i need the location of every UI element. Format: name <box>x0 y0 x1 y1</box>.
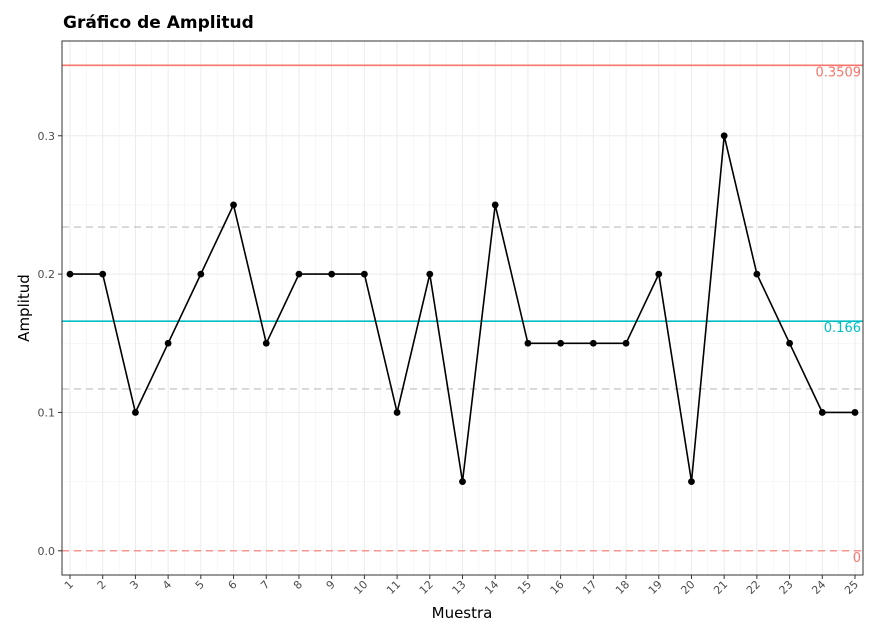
data-point <box>753 270 761 278</box>
x-tick-label: 12 <box>417 578 436 597</box>
x-tick-label: 3 <box>127 578 141 592</box>
data-point <box>491 201 499 209</box>
x-tick-label: 16 <box>548 578 567 597</box>
x-tick-label: 6 <box>226 578 240 592</box>
x-tick-label: 9 <box>324 578 338 592</box>
data-point <box>66 270 74 278</box>
data-point <box>786 339 793 347</box>
x-axis: 1 2 3 4 5 6 7 8 9 10 11 12 13 14 15 16 17 18 19 20 21 22 23 24 2… <box>62 575 861 597</box>
reference-line-label: 0.3509 <box>816 65 862 80</box>
y-tick-label: 0.1 <box>38 406 56 419</box>
data-point <box>655 270 663 278</box>
x-tick-label: 15 <box>515 578 534 597</box>
x-tick-label: 17 <box>580 578 599 597</box>
x-tick-label: 7 <box>258 578 272 592</box>
data-points <box>66 132 859 486</box>
data-point <box>164 339 172 347</box>
data-point <box>328 270 336 278</box>
y-axis-title: Amplitud <box>15 274 33 342</box>
x-tick-label: 11 <box>384 578 403 597</box>
reference-line-label: 0.166 <box>824 321 861 336</box>
data-point <box>360 270 368 278</box>
data-point <box>426 270 434 278</box>
data-point <box>589 339 597 347</box>
grid <box>62 41 863 575</box>
data-point <box>132 409 139 416</box>
x-tick-label: 25 <box>842 578 861 597</box>
x-tick-label: 8 <box>291 578 305 592</box>
chart-title: Gráfico de Amplitud <box>63 13 254 33</box>
y-axis: 0.0 0.1 0.2 0.3 <box>38 130 62 558</box>
data-point <box>295 270 303 278</box>
x-tick-label: 1 <box>62 578 76 592</box>
y-tick-label: 0.3 <box>38 130 56 143</box>
x-axis-title: Muestra <box>432 604 493 622</box>
reference-lines: 0.3509 0.166 0 <box>62 64 863 566</box>
x-tick-label: 2 <box>95 578 109 592</box>
x-tick-label: 22 <box>744 578 763 597</box>
data-point <box>99 270 107 278</box>
x-tick-label: 4 <box>160 578 174 592</box>
x-tick-label: 18 <box>613 578 632 597</box>
x-tick-label: 19 <box>646 578 665 597</box>
x-tick-label: 13 <box>450 578 469 597</box>
data-point <box>720 132 728 140</box>
x-tick-label: 5 <box>193 578 207 592</box>
data-point <box>688 478 695 486</box>
y-tick-label: 0.0 <box>38 545 56 558</box>
data-point <box>524 339 532 347</box>
x-tick-label: 14 <box>482 578 501 597</box>
x-tick-label: 21 <box>711 578 730 597</box>
data-point <box>393 409 401 416</box>
x-tick-label: 10 <box>351 578 370 597</box>
x-tick-label: 23 <box>777 578 796 597</box>
data-point <box>622 339 630 347</box>
data-point <box>230 201 237 209</box>
data-point <box>197 270 205 278</box>
y-tick-label: 0.2 <box>38 268 56 281</box>
x-tick-label: 24 <box>809 578 828 597</box>
data-point <box>851 409 859 416</box>
data-point <box>459 478 466 486</box>
data-point <box>262 339 270 347</box>
data-point <box>557 339 565 347</box>
x-tick-label: 20 <box>678 578 697 597</box>
reference-line-label: 0 <box>853 551 861 566</box>
data-point <box>818 409 826 416</box>
